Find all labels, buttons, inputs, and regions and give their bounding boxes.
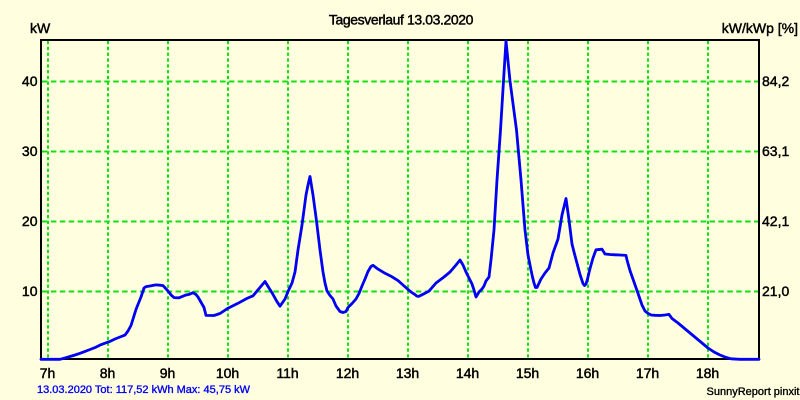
svg-text:11h: 11h — [276, 365, 298, 381]
svg-text:13h: 13h — [396, 365, 419, 381]
svg-text:Tagesverlauf 13.03.2020: Tagesverlauf 13.03.2020 — [329, 12, 474, 28]
svg-text:20: 20 — [22, 213, 38, 229]
svg-text:40: 40 — [22, 73, 38, 89]
svg-text:17h: 17h — [636, 365, 659, 381]
svg-text:7h: 7h — [40, 365, 56, 381]
svg-text:13.03.2020 Tot: 117,52 kWh Max: 13.03.2020 Tot: 117,52 kWh Max: 45,75 kW — [37, 384, 251, 396]
svg-text:10h: 10h — [216, 365, 239, 381]
svg-text:21,0: 21,0 — [762, 283, 789, 299]
svg-text:8h: 8h — [100, 365, 116, 381]
svg-text:30: 30 — [22, 143, 38, 159]
svg-text:SunnyReport pinxit: SunnyReport pinxit — [707, 386, 800, 398]
svg-text:84,2: 84,2 — [762, 73, 789, 89]
svg-text:42,1: 42,1 — [762, 213, 789, 229]
svg-text:18h: 18h — [696, 365, 719, 381]
svg-text:63,1: 63,1 — [762, 143, 789, 159]
svg-text:kW/kWp [%]: kW/kWp [%] — [722, 20, 798, 36]
svg-text:14h: 14h — [456, 365, 479, 381]
svg-text:9h: 9h — [160, 365, 176, 381]
svg-text:12h: 12h — [336, 365, 359, 381]
svg-text:15h: 15h — [516, 365, 539, 381]
svg-text:kW: kW — [30, 20, 51, 36]
svg-text:10: 10 — [22, 283, 38, 299]
svg-text:16h: 16h — [576, 365, 599, 381]
